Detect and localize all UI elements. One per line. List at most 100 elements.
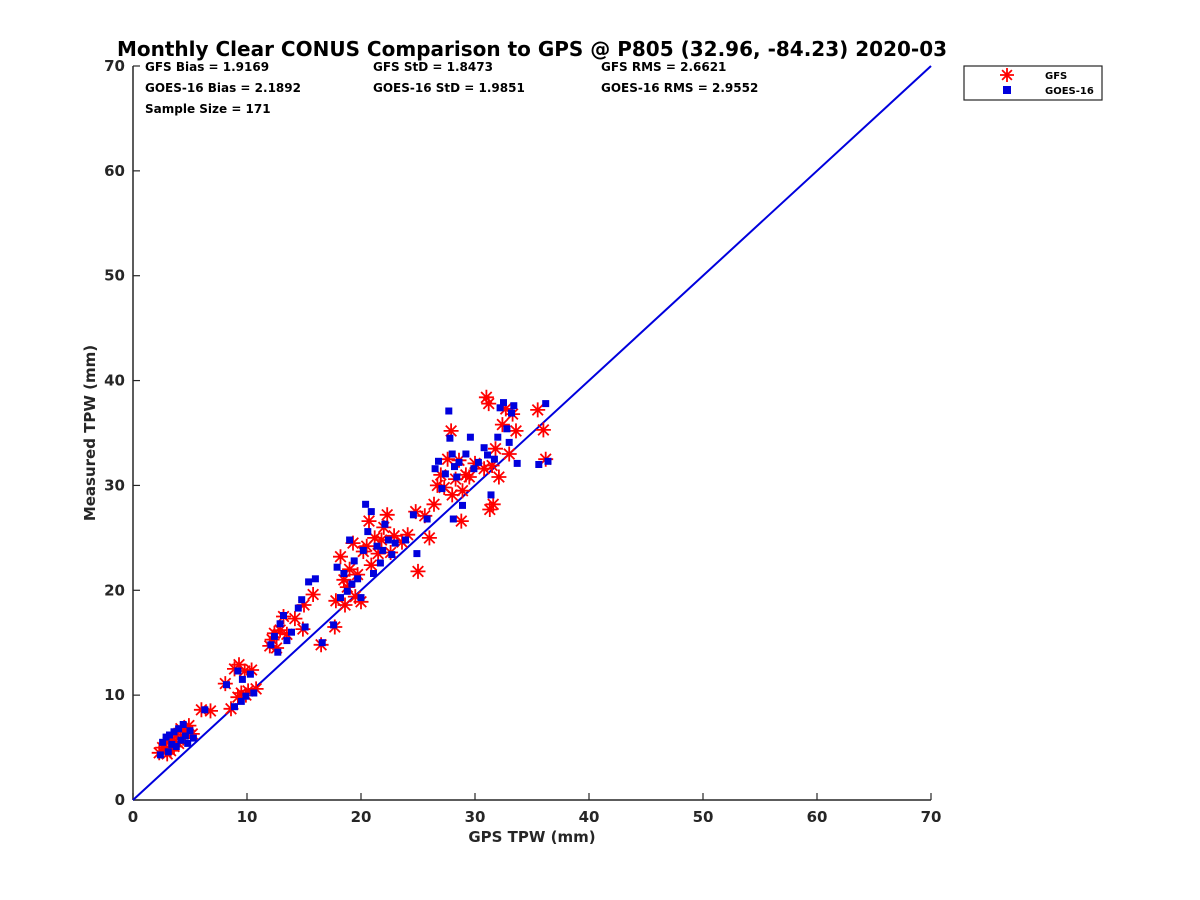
gfs-point (231, 657, 247, 673)
legend-gfs-label: GFS (1045, 71, 1067, 82)
goes-16-point (542, 400, 550, 408)
goes-16-point (170, 728, 178, 736)
goes-16-point (376, 559, 384, 567)
gfs-point (508, 423, 524, 439)
goes-16-point (453, 473, 461, 481)
x-tick-label: 10 (237, 808, 258, 826)
goes-16-point (487, 491, 495, 499)
gfs-std-stat: GFS StD = 1.8473 (373, 60, 493, 74)
legend-box (963, 65, 1103, 101)
goes-16-point (484, 451, 491, 459)
goes-16-point (445, 407, 453, 415)
goes-16-point (234, 667, 242, 675)
x-tick-label: 20 (351, 808, 372, 826)
goes-16-point (301, 623, 309, 631)
gfs-point (455, 483, 470, 499)
one-to-one-line (132, 65, 932, 801)
x-tick-label: 40 (579, 808, 600, 826)
goes-16-point (318, 639, 326, 647)
goes-16-point (438, 485, 446, 493)
gfs-point (484, 458, 500, 473)
gfs-point (367, 530, 383, 546)
y-tick-label: 0 (115, 791, 125, 809)
goes-16-point (242, 692, 250, 700)
gfs-point (498, 401, 514, 417)
goes-16-point (276, 620, 284, 628)
goes-16-point (223, 681, 230, 689)
goes-16-point (184, 739, 192, 747)
gfs-point (488, 441, 503, 457)
gfs-point (336, 572, 352, 588)
goes-16-point (350, 557, 358, 565)
goes-16-point (490, 455, 498, 463)
goes-16-point (513, 459, 521, 467)
gfs-point (458, 467, 474, 483)
goes-16-point (270, 632, 278, 640)
y-tick-label: 30 (104, 476, 125, 494)
gfs-point (440, 451, 456, 467)
goes-16-point (283, 637, 291, 645)
goes-std-stat: GOES-16 StD = 1.9851 (373, 81, 525, 95)
goes-16-point (305, 578, 313, 586)
plot-axes: 0 10 20 30 40 50 60 70 0 10 20 30 40 50 60 70 (104, 57, 941, 826)
gfs-point (478, 389, 494, 405)
goes-16-point (250, 689, 258, 697)
gfs-point (400, 527, 416, 543)
goes-16-point (337, 594, 344, 602)
gfs-rms-stat: GFS RMS = 2.6621 (601, 60, 726, 74)
gfs-point (481, 396, 497, 412)
gfs-point (491, 469, 507, 485)
stats-block: GFS Bias = 1.9169 GFS StD = 1.8473 GFS R… (145, 60, 758, 116)
goes-16-point (330, 621, 338, 629)
gfs-point (240, 683, 256, 699)
goes-16-point (294, 604, 302, 612)
goes-16-point (367, 508, 375, 516)
gfs-point (482, 502, 498, 517)
goes-16-point (503, 425, 511, 433)
goes-16-point (238, 675, 246, 683)
goes-16-point (544, 457, 552, 465)
goes-16-point (175, 725, 183, 733)
goes-16-point (388, 551, 396, 559)
gfs-point (386, 528, 402, 544)
goes-16-point (449, 515, 457, 523)
gfs-point (444, 487, 460, 503)
goes-16-point (494, 433, 502, 441)
gfs-point (177, 724, 193, 740)
goes-16-point (354, 575, 362, 583)
goes-16-point (455, 458, 463, 466)
goes-16-point (189, 734, 197, 742)
goes-16-point (298, 596, 306, 604)
goes-16-point (348, 580, 356, 588)
goes-16-point (510, 402, 518, 410)
goes-16-point (362, 500, 370, 508)
goes-16-point (172, 743, 180, 750)
gfs-point (269, 640, 285, 656)
gfs-point (296, 597, 312, 613)
goes-16-point (500, 399, 507, 407)
gfs-point (279, 626, 295, 642)
goes-16-point (288, 628, 295, 636)
gfs-point (461, 469, 477, 485)
goes-16-point (357, 594, 365, 602)
gfs-point (359, 538, 375, 554)
data-points-group (151, 389, 554, 762)
goes-16-point (311, 575, 319, 583)
goes-16-point (451, 463, 458, 471)
goes-16-point (459, 501, 466, 509)
goes-rms-stat: GOES-16 RMS = 2.9552 (601, 81, 758, 95)
gfs-point (339, 579, 355, 595)
reference-line-group (132, 65, 932, 801)
goes-16-point (237, 697, 245, 705)
gfs-point (244, 662, 260, 678)
goes-16-point (384, 536, 392, 544)
gfs-point (530, 402, 546, 418)
gfs-point (342, 561, 358, 577)
legend-gfs-asterisk-icon (1000, 68, 1014, 82)
gfs-point (426, 496, 442, 512)
goes-16-point (535, 461, 543, 468)
legend-goes-square-icon (1003, 86, 1011, 94)
goes-16-point (186, 727, 194, 735)
x-tick-label: 60 (807, 808, 828, 826)
